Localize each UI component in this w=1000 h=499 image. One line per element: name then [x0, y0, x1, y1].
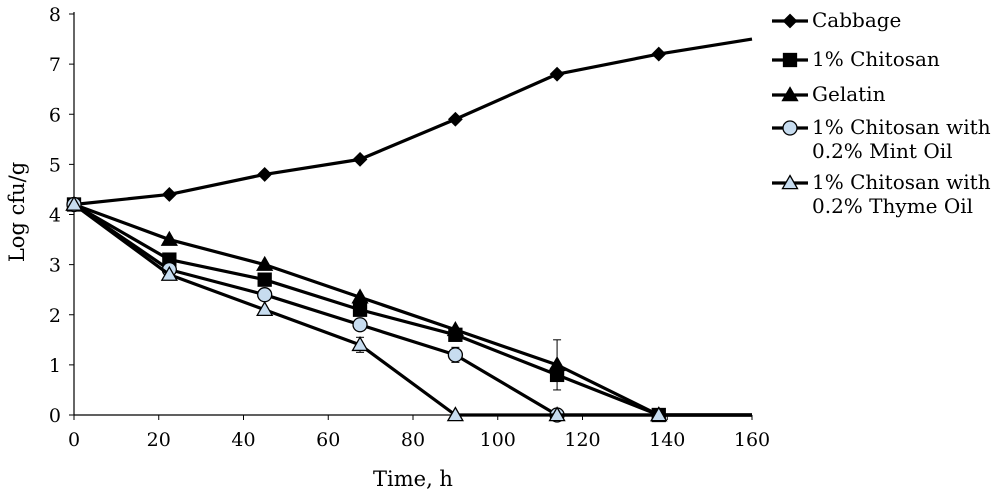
series-line [73, 202, 752, 417]
x-tick-label: 140 [649, 429, 685, 451]
y-tick-label: 1 [49, 355, 61, 377]
y-tick-label: 4 [49, 205, 61, 227]
series-3 [66, 196, 752, 423]
legend-label: 1% Chitosan with [812, 115, 991, 139]
series-line [73, 37, 753, 207]
series-0 [66, 37, 753, 212]
series-line [73, 203, 752, 417]
y-tick-label: 2 [49, 305, 61, 327]
data-point [352, 302, 368, 317]
x-tick-label: 100 [480, 429, 516, 451]
data-point [256, 300, 274, 317]
legend-label: 0.2% Mint Oil [812, 139, 953, 163]
y-axis-title: Log cfu/g [5, 162, 29, 262]
y-tick-label: 7 [49, 54, 61, 76]
data-point [352, 151, 368, 167]
x-tick-label: 60 [316, 429, 340, 451]
legend: Cabbage 1% Chitosan Gelatin 1% Chitosan wit… [772, 8, 991, 218]
x-tick-label: 0 [68, 429, 80, 451]
legend-label: 0.2% Thyme Oil [812, 194, 973, 218]
data-point [548, 356, 566, 372]
x-tick-label: 40 [231, 429, 255, 451]
axes: 0 20 40 60 80 100 120 140 160 0 1 2 3 4 5 6 7 8 [49, 4, 770, 451]
legend-item-1: 1% Chitosan [772, 47, 940, 71]
legend-label: Gelatin [812, 82, 886, 106]
data-point [65, 195, 83, 211]
data-point [257, 287, 273, 303]
data-point [351, 336, 369, 352]
series-layer [65, 37, 753, 423]
x-tick-label: 80 [401, 429, 425, 451]
legend-marker [782, 52, 798, 68]
data-point [549, 66, 565, 82]
series-4 [65, 195, 752, 422]
data-point [447, 111, 463, 127]
x-tick-label: 160 [734, 429, 770, 451]
y-tick-label: 5 [49, 154, 61, 176]
data-point [651, 46, 667, 62]
data-point [161, 187, 177, 202]
y-tick-label: 0 [49, 405, 61, 427]
legend-marker [781, 174, 799, 190]
data-point [650, 406, 668, 422]
legend-item-0: Cabbage [772, 8, 901, 32]
data-point [446, 320, 464, 337]
data-point [352, 317, 368, 333]
x-axis-title: Time, h [373, 467, 453, 491]
data-point [446, 406, 464, 422]
series-1 [66, 197, 752, 423]
x-tick-label: 20 [147, 429, 171, 451]
data-point [548, 406, 566, 422]
legend-marker [781, 86, 799, 102]
legend-marker [782, 120, 798, 136]
y-tick-label: 3 [49, 255, 61, 277]
legend-label: 1% Chitosan [812, 47, 940, 71]
legend-item-2: Gelatin [772, 82, 886, 106]
data-point [351, 288, 369, 304]
data-point [256, 255, 274, 271]
data-point [257, 166, 273, 182]
legend-label: Cabbage [812, 8, 901, 32]
data-point [160, 230, 178, 246]
legend-marker [782, 13, 798, 29]
series-2 [65, 195, 752, 422]
legend-label: 1% Chitosan with [812, 170, 991, 194]
y-tick-label: 6 [49, 104, 61, 126]
data-point [160, 265, 178, 281]
data-point [447, 347, 464, 363]
data-point [257, 272, 272, 287]
x-tick-label: 120 [564, 429, 600, 451]
y-tick-label: 8 [49, 4, 61, 26]
